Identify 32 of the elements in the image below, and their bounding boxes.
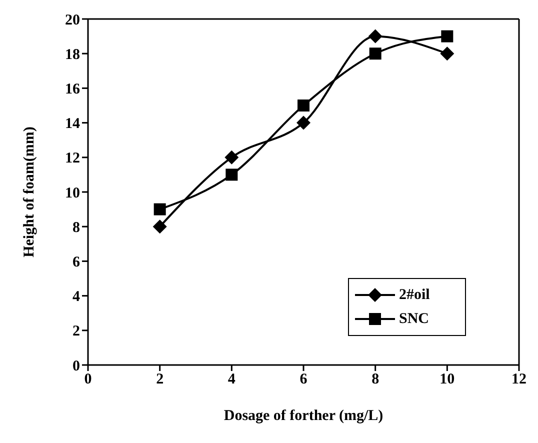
y-tick-label: 4 <box>72 289 80 306</box>
point <box>296 116 310 130</box>
y-tick-label: 2 <box>72 324 80 340</box>
point <box>368 29 382 44</box>
legend-label: 2#oil <box>399 286 430 304</box>
y-tick-label: 16 <box>65 82 80 98</box>
x-tick-label: 12 <box>512 372 526 388</box>
y-axis-title: Height of foam(mm) <box>21 126 38 258</box>
y-tick-label: 8 <box>72 220 80 236</box>
x-tick-label: 2 <box>156 372 164 388</box>
x-axis-title: Dosage of forther (mg/L) <box>224 408 384 424</box>
x-tick-label: 4 <box>228 372 236 388</box>
point <box>226 168 238 181</box>
point <box>154 203 166 216</box>
point <box>441 30 454 42</box>
y-tick-label: 18 <box>65 46 80 63</box>
point <box>152 220 167 234</box>
point <box>224 150 239 164</box>
point <box>298 100 310 112</box>
point <box>440 46 454 61</box>
y-tick-label: 10 <box>65 185 80 202</box>
x-tick-label: 6 <box>300 372 308 388</box>
y-tick-label: 14 <box>65 116 80 132</box>
x-tick-label: 0 <box>84 372 92 388</box>
point <box>369 48 382 60</box>
y-tick-label: 6 <box>72 254 80 271</box>
x-tick-label: 10 <box>440 372 455 388</box>
legend-label: SNC <box>399 310 430 328</box>
y-tick-label: 0 <box>72 358 80 374</box>
y-tick-label: 20 <box>65 12 80 28</box>
x-tick-label: 8 <box>372 372 380 388</box>
y-tick-label: 12 <box>65 150 80 167</box>
